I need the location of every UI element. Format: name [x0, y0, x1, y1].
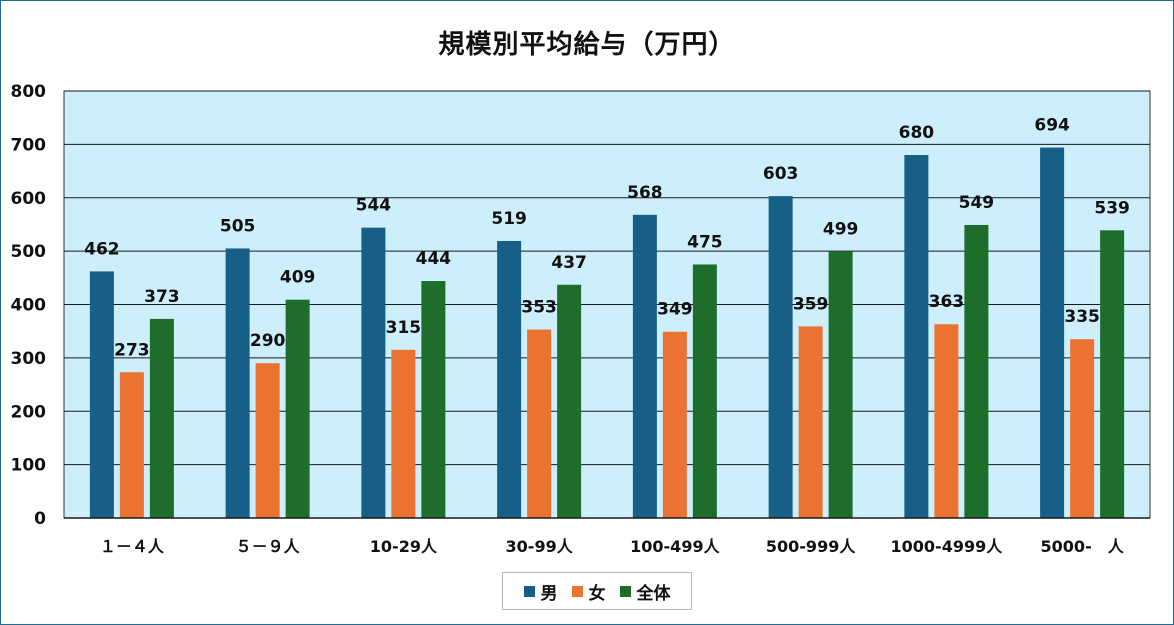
chart-title: 規模別平均給与（万円） — [438, 30, 736, 60]
legend-label-total: 全体 — [636, 583, 671, 604]
bar — [527, 329, 552, 518]
data-label: 519 — [491, 209, 527, 229]
bar — [285, 299, 310, 518]
y-tick-label: 500 — [11, 242, 47, 262]
legend-swatch-female — [571, 585, 583, 597]
x-tick-label: ５－９人 — [236, 537, 301, 556]
data-label: 475 — [687, 232, 723, 252]
data-label: 315 — [386, 318, 422, 338]
data-label: 499 — [823, 220, 859, 240]
x-tick-label: １－４人 — [100, 537, 165, 556]
y-tick-label: 300 — [11, 349, 47, 369]
bar — [904, 155, 929, 519]
bar — [225, 248, 250, 519]
data-label: 444 — [416, 249, 452, 269]
data-label: 273 — [114, 340, 150, 360]
bar — [768, 196, 793, 518]
bar — [89, 271, 114, 518]
data-label: 437 — [551, 253, 587, 273]
data-label: 544 — [356, 196, 392, 216]
y-tick-label: 200 — [11, 402, 47, 422]
x-tick-label: 100-499人 — [630, 537, 720, 556]
bar — [497, 240, 522, 518]
x-tick-label: 10-29人 — [370, 537, 438, 556]
bar — [557, 284, 582, 518]
bars — [89, 147, 1125, 519]
x-tick-label: 1000-4999人 — [891, 537, 1004, 556]
data-labels: 462 273 373 505 290 409 544 315 444 519 353 437 568 3… — [84, 116, 1130, 361]
bar — [798, 326, 823, 518]
y-tick-label: 800 — [11, 82, 47, 102]
bar — [828, 251, 853, 518]
x-tick-label: 5000- 人 — [1041, 537, 1125, 556]
data-label: 353 — [521, 298, 557, 318]
bar — [964, 224, 989, 518]
bar — [361, 227, 386, 518]
x-tick-label: 500-999人 — [766, 537, 856, 556]
data-label: 539 — [1094, 198, 1130, 218]
legend-swatch-total — [619, 585, 631, 597]
bar — [1100, 230, 1125, 518]
legend-item-total: 全体 — [619, 579, 671, 604]
y-tick-label: 0 — [34, 509, 46, 529]
data-label: 568 — [627, 183, 663, 203]
legend-label-male: 男 — [540, 583, 558, 604]
data-label: 603 — [763, 164, 799, 184]
data-label: 680 — [899, 123, 935, 143]
data-label: 505 — [220, 216, 256, 236]
bar — [934, 324, 959, 518]
data-label: 373 — [144, 287, 180, 307]
bar — [391, 349, 416, 518]
data-label: 694 — [1034, 116, 1070, 136]
bar — [1070, 339, 1095, 518]
legend-item-male: 男 — [523, 579, 558, 604]
data-label: 363 — [929, 292, 965, 312]
bar — [662, 331, 687, 518]
bar — [421, 281, 446, 518]
data-label: 549 — [959, 193, 995, 213]
bar — [1040, 147, 1065, 518]
y-tick-label: 600 — [11, 189, 47, 209]
y-axis-ticks: 0 100 200 300 400 500 600 700 800 — [11, 82, 47, 529]
bar — [692, 264, 717, 518]
legend-item-female: 女 — [571, 579, 606, 604]
bar — [255, 363, 280, 518]
bar — [119, 372, 144, 518]
legend-swatch-male — [523, 585, 535, 597]
data-label: 462 — [84, 239, 120, 259]
data-label: 349 — [657, 300, 693, 320]
data-label: 359 — [793, 294, 829, 314]
data-label: 335 — [1064, 307, 1100, 327]
x-axis-ticks: １－４人 ５－９人 10-29人 30-99人 100-499人 500-999人 1000… — [100, 537, 1125, 556]
data-label: 290 — [250, 331, 286, 351]
legend-label-female: 女 — [588, 583, 606, 604]
y-tick-label: 400 — [11, 296, 47, 316]
bar — [149, 318, 174, 518]
data-label: 409 — [280, 268, 316, 288]
x-tick-label: 30-99人 — [506, 537, 574, 556]
legend: 男 女 全体 — [502, 572, 692, 610]
y-tick-label: 700 — [11, 135, 47, 155]
y-tick-label: 100 — [11, 456, 47, 476]
bar — [632, 214, 657, 518]
